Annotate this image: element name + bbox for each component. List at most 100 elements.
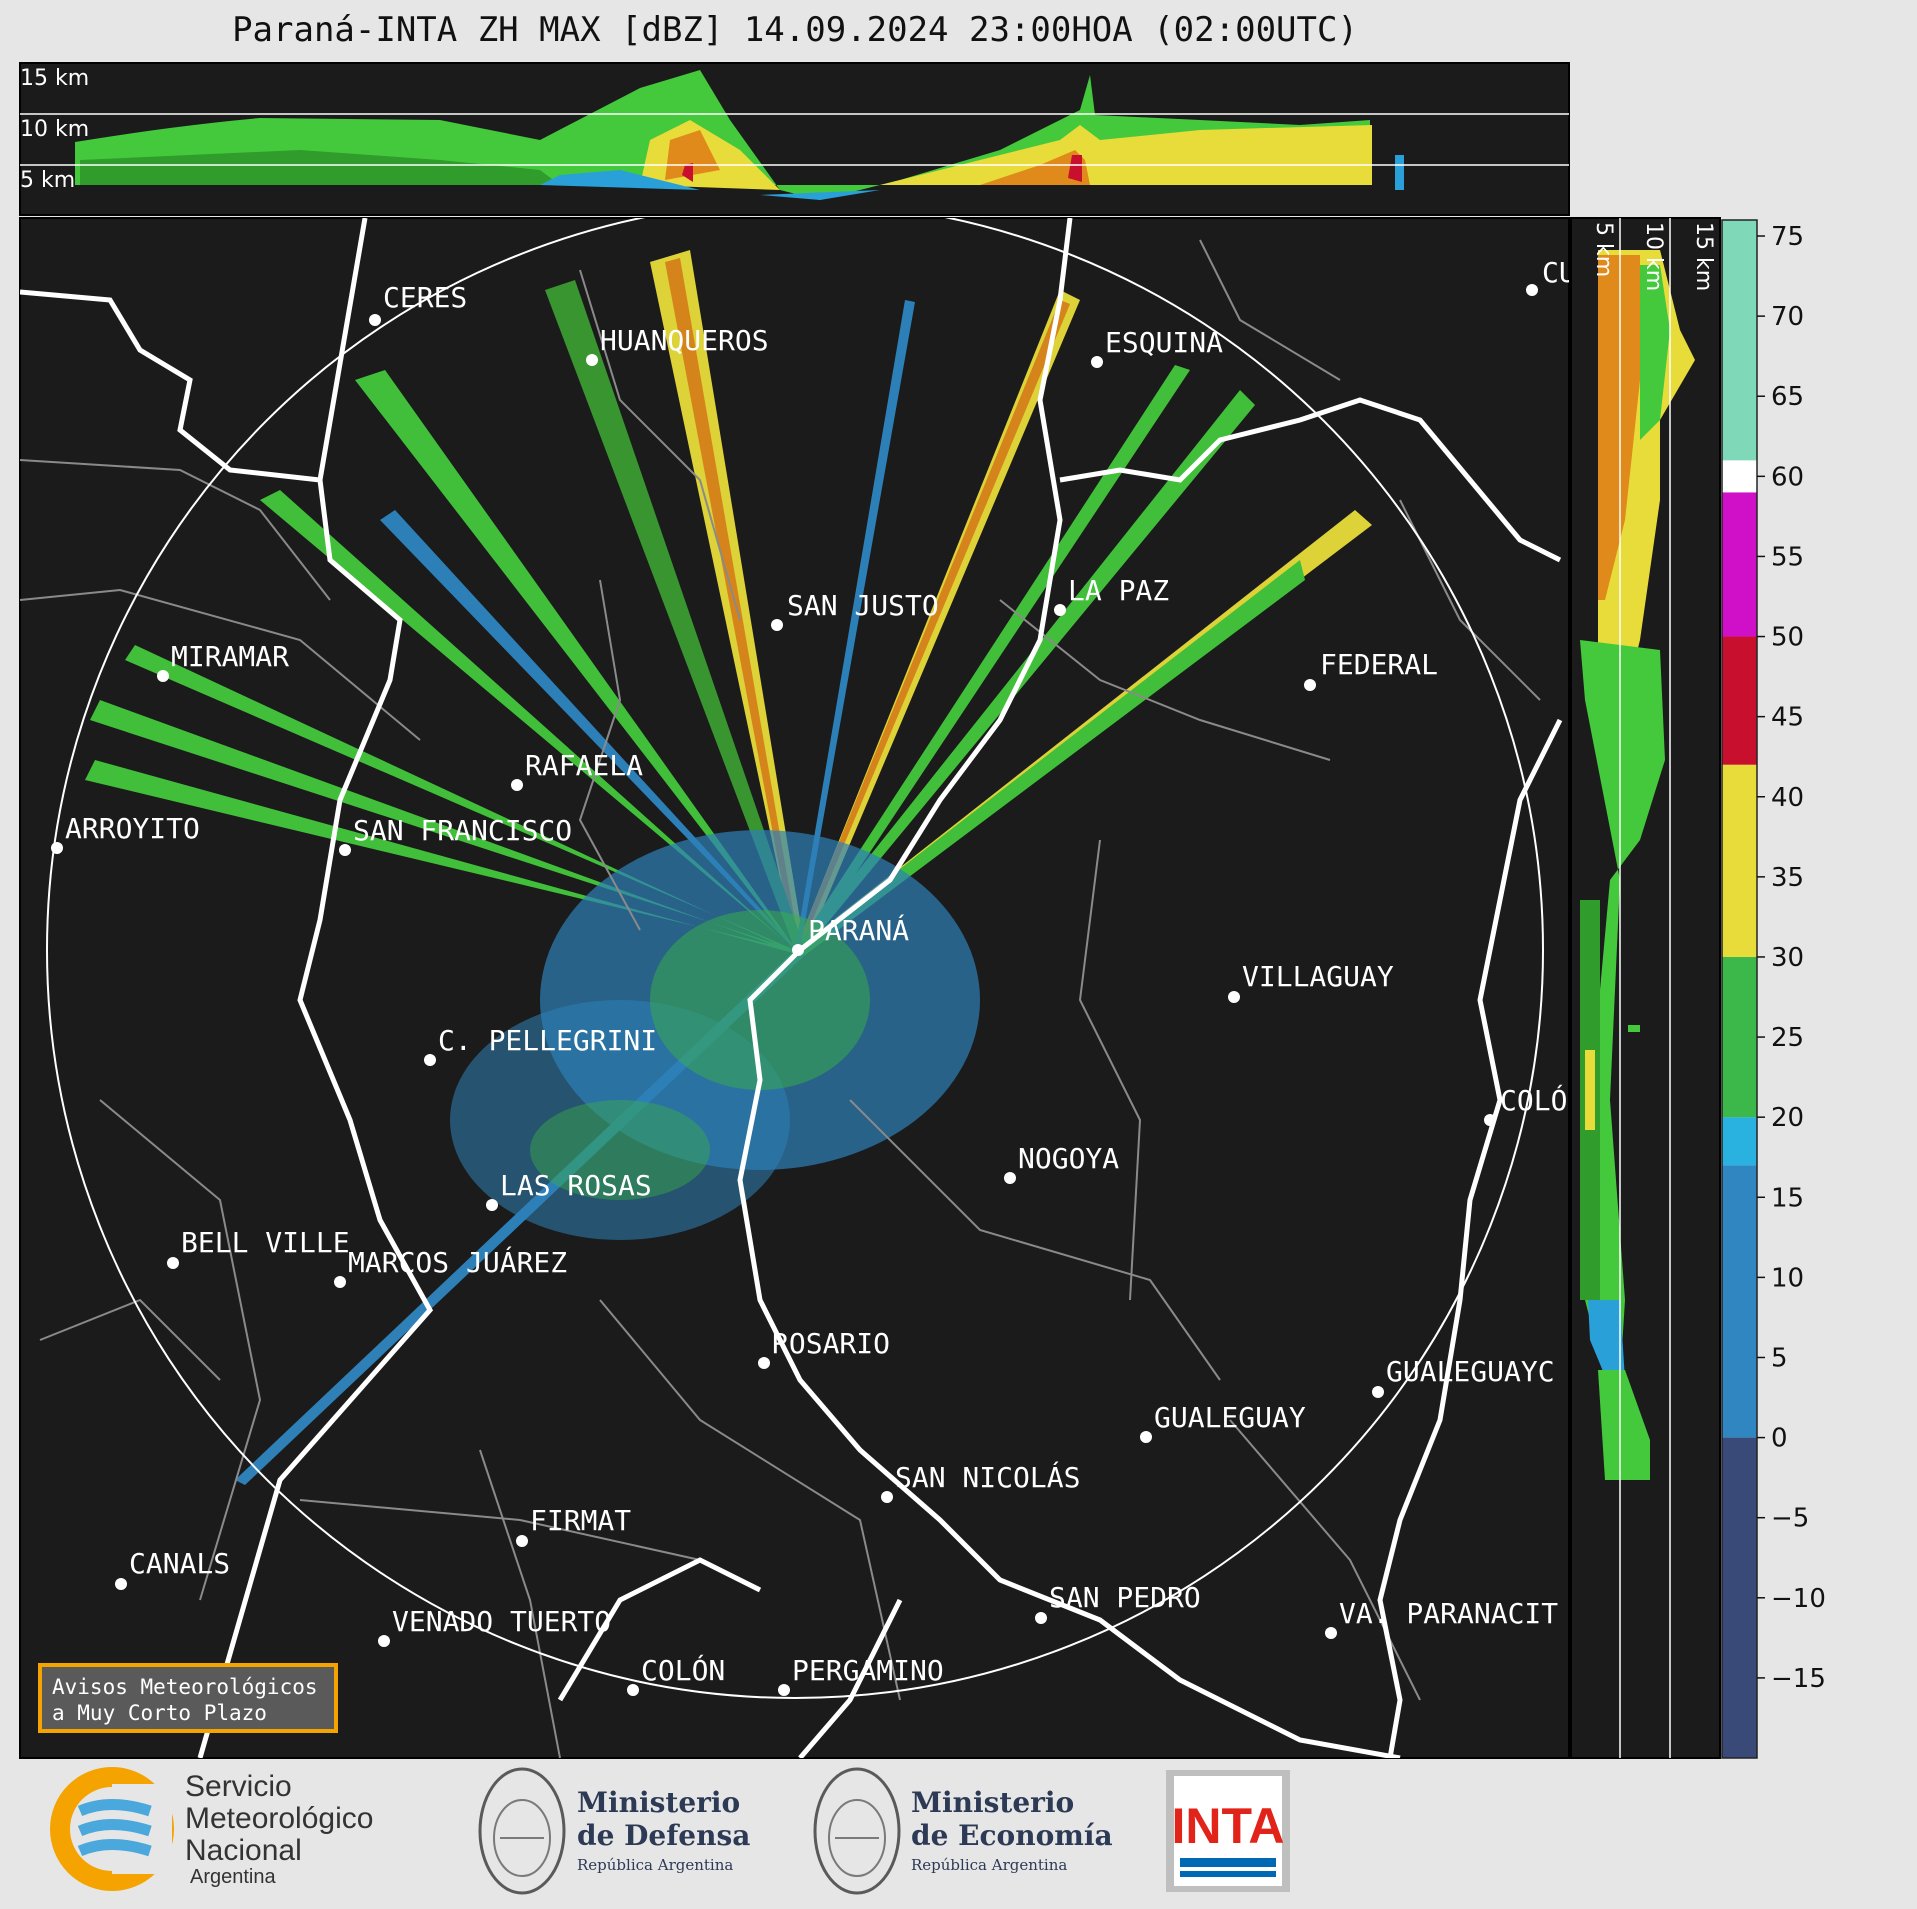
city-san-nicolas: SAN NICOLÁS (881, 1460, 1080, 1503)
city-san-francisco: SAN FRANCISCO (339, 814, 572, 856)
colorbar-band-1 (1722, 1165, 1757, 1438)
colorbar-tick-label: 60 (1771, 462, 1804, 492)
colorbar-band-6 (1722, 492, 1757, 637)
side-label-5km: 5 km (1591, 222, 1616, 277)
svg-text:COLÓ: COLÓ (1500, 1083, 1567, 1117)
page-title: Paraná-INTA ZH MAX [dBZ] 14.09.2024 23:0… (232, 10, 1358, 50)
city-rosario: ROSARIO (758, 1327, 890, 1369)
city-la-paz: LA PAZ (1054, 574, 1169, 616)
defensa-line2: de Defensa (577, 1819, 750, 1852)
svg-text:BELL VILLE: BELL VILLE (181, 1226, 350, 1259)
colorbar-tick-label: 10 (1771, 1263, 1804, 1293)
city-va-paranacito: VA. PARANACIT (1325, 1597, 1558, 1639)
svg-text:PERGAMINO: PERGAMINO (792, 1654, 944, 1687)
city-huanqueros: HUANQUEROS (586, 324, 769, 366)
city-markers: CERES HUANQUEROS ESQUINA CU SAN JUSTO LA… (51, 256, 1576, 1696)
svg-text:ARROYITO: ARROYITO (65, 812, 200, 845)
economia-line1: Ministerio (911, 1786, 1074, 1819)
city-firmat: FIRMAT (516, 1504, 631, 1547)
colorbar-band-4 (1722, 764, 1757, 957)
colorbar-tick-label: 50 (1771, 623, 1804, 653)
svg-text:C. PELLEGRINI: C. PELLEGRINI (438, 1024, 657, 1057)
colorbar-tick-label: 30 (1771, 943, 1804, 973)
svg-text:ESQUINA: ESQUINA (1105, 326, 1223, 359)
svg-text:GUALEGUAY: GUALEGUAY (1154, 1401, 1306, 1434)
svg-text:LAS ROSAS: LAS ROSAS (500, 1169, 652, 1202)
svg-text:LA PAZ: LA PAZ (1068, 574, 1169, 607)
city-esquina: ESQUINA (1091, 326, 1223, 368)
colorbar-tick-label: 20 (1771, 1103, 1804, 1133)
svg-text:NOGOYA: NOGOYA (1018, 1142, 1119, 1175)
city-san-justo: SAN JUSTO (771, 589, 939, 631)
colorbar-tick-label: 65 (1771, 382, 1804, 412)
colorbar-tick-label: 55 (1771, 542, 1804, 572)
svg-text:MIRAMAR: MIRAMAR (171, 640, 289, 673)
city-venado-tuerto: VENADO TUERTO (378, 1605, 611, 1647)
city-c-pellegrini: C. PELLEGRINI (424, 1024, 657, 1066)
svg-text:SAN NICOLÁS: SAN NICOLÁS (895, 1460, 1080, 1494)
colorbar-tick-label: 5 (1771, 1343, 1788, 1373)
side-label-10km: 10 km (1641, 222, 1666, 291)
city-las-rosas: LAS ROSAS (486, 1169, 652, 1211)
admin-boundaries (20, 239, 1541, 1758)
smn-line4: Argentina (190, 1866, 276, 1888)
svg-text:SAN JUSTO: SAN JUSTO (787, 589, 939, 622)
aviso-box: Avisos Meteorológicos a Muy Corto Plazo (38, 1663, 338, 1733)
city-bell-ville: BELL VILLE (167, 1226, 350, 1269)
colorbar-tick-label: 75 (1771, 222, 1804, 252)
colorbar-tick-label: 25 (1771, 1023, 1804, 1053)
smn-line1: Servicio (185, 1770, 292, 1803)
svg-text:RAFAELA: RAFAELA (525, 749, 643, 782)
svg-text:CU: CU (1542, 256, 1576, 289)
top-label-10km: 10 km (20, 117, 89, 142)
svg-text:MARCOS JUÁREZ: MARCOS JUÁREZ (348, 1245, 567, 1279)
city-san-pedro: SAN PEDRO (1035, 1581, 1201, 1624)
svg-text:SAN FRANCISCO: SAN FRANCISCO (353, 814, 572, 847)
city-colo: COLÓ (1484, 1083, 1567, 1126)
colorbar-tick-label: −10 (1771, 1584, 1826, 1614)
colorbar-tick-label: 15 (1771, 1183, 1804, 1213)
colorbar-tick-label: 40 (1771, 783, 1804, 813)
economia-logo: Ministerio de Economía República Argenti… (813, 1767, 1113, 1895)
province-borders (20, 218, 1563, 1758)
city-canals: CANALS (115, 1547, 230, 1590)
svg-text:FEDERAL: FEDERAL (1320, 648, 1438, 681)
city-ceres: CERES (369, 281, 467, 326)
city-villaguay: VILLAGUAY (1228, 960, 1394, 1003)
city-gualeguaychu: GUALEGUAYC (1372, 1355, 1555, 1398)
colorbar-tick-label: −5 (1771, 1504, 1809, 1534)
svg-text:ROSARIO: ROSARIO (772, 1327, 890, 1360)
svg-text:VILLAGUAY: VILLAGUAY (1242, 960, 1394, 993)
top-cross-section (75, 70, 1404, 200)
svg-text:HUANQUEROS: HUANQUEROS (600, 324, 769, 357)
smn-line2: Meteorológico (185, 1802, 373, 1835)
economia-line3: República Argentina (911, 1856, 1067, 1874)
defensa-logo: Ministerio de Defensa República Argentin… (478, 1767, 750, 1895)
city-nogoya: NOGOYA (1004, 1142, 1119, 1184)
city-colon: COLÓN (627, 1653, 725, 1696)
main-map-panel: CERES HUANQUEROS ESQUINA CU SAN JUSTO LA… (19, 217, 1576, 1759)
svg-text:FIRMAT: FIRMAT (530, 1504, 631, 1537)
colorbar-band-3 (1722, 956, 1757, 1118)
svg-text:COLÓN: COLÓN (641, 1653, 725, 1687)
inta-text: INTA (1172, 1798, 1285, 1854)
defensa-line3: República Argentina (577, 1856, 733, 1874)
inta-logo: INTA (1166, 1770, 1290, 1892)
top-label-15km: 15 km (20, 66, 89, 91)
side-label-15km: 15 km (1691, 222, 1716, 291)
colorbar-tick-label: 70 (1771, 302, 1804, 332)
range-ring (46, 218, 1544, 1699)
colorbar-tick-label: −15 (1771, 1664, 1826, 1694)
svg-text:VA. PARANACIT: VA. PARANACIT (1339, 1597, 1558, 1630)
colorbar-band-8 (1722, 220, 1757, 461)
colorbar-band-7 (1722, 460, 1757, 493)
colorbar-band-5 (1722, 636, 1757, 765)
city-parana: PARANÁ (792, 913, 909, 956)
city-miramar: MIRAMAR (157, 640, 289, 682)
city-gualeguay: GUALEGUAY (1140, 1401, 1306, 1443)
colorbar-band-2 (1722, 1117, 1757, 1166)
economia-line2: de Economía (911, 1819, 1113, 1852)
